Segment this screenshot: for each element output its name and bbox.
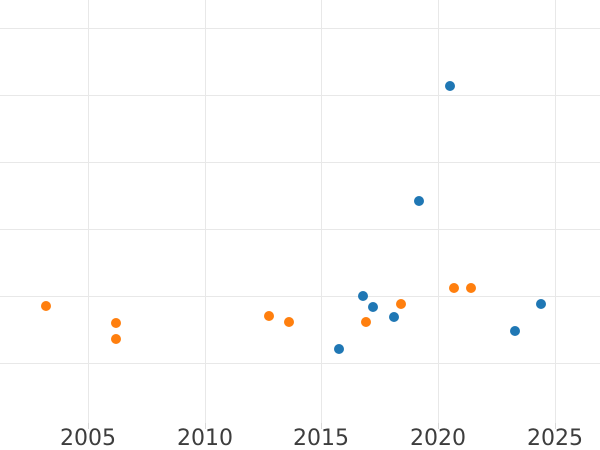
series-orange-point-4 — [283, 316, 294, 327]
x-gridline-2020 — [438, 0, 439, 423]
series-orange-point-3 — [263, 310, 274, 321]
series-orange-point-0 — [40, 300, 51, 311]
series-blue-point-0 — [333, 343, 344, 354]
series-orange-point-5 — [360, 316, 371, 327]
series-orange-point-1 — [111, 318, 121, 329]
plot-area — [0, 0, 600, 423]
x-tick-label-2020: 2020 — [410, 426, 466, 450]
series-orange-point-6 — [395, 298, 406, 309]
y-gridline-1 — [0, 296, 600, 297]
series-orange-point-2 — [111, 334, 121, 345]
x-tick-mark-2025 — [555, 423, 556, 429]
x-tick-mark-2010 — [205, 423, 206, 429]
series-orange-point-8 — [465, 283, 476, 294]
x-tick-label-2010: 2010 — [177, 426, 233, 450]
x-tick-mark-2015 — [321, 423, 322, 429]
x-gridline-2025 — [555, 0, 556, 423]
series-orange-point-7 — [449, 283, 460, 294]
series-blue-point-2 — [367, 302, 378, 313]
x-tick-label-2025: 2025 — [527, 426, 583, 450]
y-gridline-4 — [0, 95, 600, 96]
series-blue-point-1 — [358, 290, 369, 301]
x-tick-label-2005: 2005 — [60, 426, 116, 450]
y-gridline-5 — [0, 28, 600, 29]
series-blue-point-3 — [388, 312, 399, 323]
x-tick-mark-2020 — [438, 423, 439, 429]
y-gridline-2 — [0, 229, 600, 230]
x-gridline-2005 — [88, 0, 89, 423]
y-gridline-3 — [0, 162, 600, 163]
series-blue-point-6 — [510, 326, 521, 337]
x-gridline-2010 — [205, 0, 206, 423]
series-blue-point-7 — [535, 299, 546, 310]
y-gridline-0 — [0, 363, 600, 364]
x-tick-label-2015: 2015 — [293, 426, 349, 450]
x-gridline-2015 — [321, 0, 322, 423]
series-blue-point-5 — [444, 80, 455, 91]
series-blue-point-4 — [414, 196, 425, 207]
x-tick-mark-2005 — [88, 423, 89, 429]
